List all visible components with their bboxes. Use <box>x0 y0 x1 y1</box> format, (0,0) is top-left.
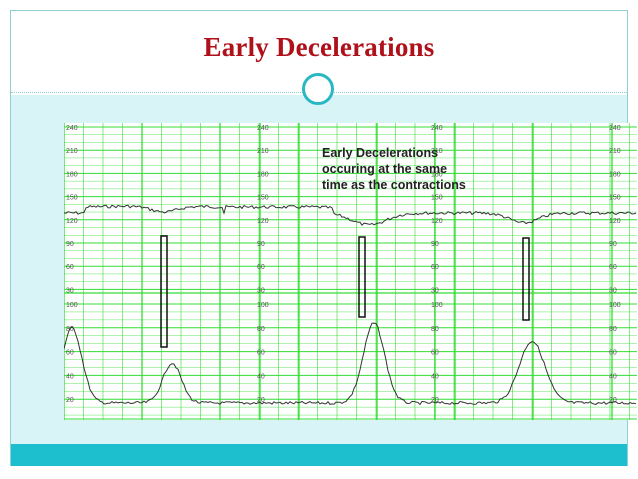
scale-label: 100 <box>609 302 621 309</box>
scale-label: 30 <box>431 287 439 294</box>
scale-label: 60 <box>257 350 265 357</box>
scale-label: 40 <box>609 373 617 380</box>
scale-label: 20 <box>609 397 617 404</box>
scale-label: 240 <box>66 125 78 132</box>
scale-label: 120 <box>257 218 269 225</box>
scale-label: 40 <box>431 373 439 380</box>
scale-label: 20 <box>431 397 439 404</box>
deceleration-markers <box>160 235 530 348</box>
scale-label: 60 <box>431 264 439 271</box>
strip-background <box>64 123 637 420</box>
scale-label: 210 <box>257 148 269 155</box>
fetal-monitor-strip: 240 210 180 150 120 90 60 30 100 80 60 40 20 240 210 18… <box>64 123 637 420</box>
scale-label: 120 <box>609 218 621 225</box>
circle-decoration <box>302 73 334 105</box>
scale-label: 180 <box>66 171 78 178</box>
scale-label: 20 <box>66 397 74 404</box>
scale-label: 60 <box>257 264 265 271</box>
scale-label: 60 <box>66 350 74 357</box>
scale-label: 100 <box>431 302 443 309</box>
scale-label: 240 <box>609 125 621 132</box>
scale-label: 40 <box>66 373 74 380</box>
scale-label: 150 <box>66 195 78 202</box>
scale-label: 240 <box>257 125 269 132</box>
scale-label: 180 <box>257 171 269 178</box>
scale-label: 100 <box>66 302 78 309</box>
scale-label: 80 <box>609 326 617 333</box>
slide-title: Early Decelerations <box>203 32 435 62</box>
deceleration-marker <box>358 236 366 318</box>
fhr-trace <box>64 204 637 226</box>
scale-label: 90 <box>257 241 265 248</box>
scale-label: 90 <box>609 241 617 248</box>
scale-label: 210 <box>609 148 621 155</box>
scale-label: 210 <box>66 148 78 155</box>
scale-label: 60 <box>609 350 617 357</box>
deceleration-marker <box>160 235 168 348</box>
scale-label: 180 <box>431 171 443 178</box>
bottom-bar <box>11 444 627 466</box>
scale-label: 240 <box>431 125 443 132</box>
scale-label: 90 <box>431 241 439 248</box>
scale-label: 20 <box>257 397 265 404</box>
strip-grid <box>64 123 637 420</box>
scale-label: 120 <box>431 218 443 225</box>
scale-label: 60 <box>431 350 439 357</box>
scale-label: 80 <box>431 326 439 333</box>
annotation-text: Early Decelerations occuring at the same… <box>322 146 466 192</box>
scale-label: 120 <box>66 218 78 225</box>
scale-label: 150 <box>431 195 443 202</box>
scale-label: 210 <box>431 148 443 155</box>
scale-label: 90 <box>66 241 74 248</box>
scale-label: 150 <box>257 195 269 202</box>
scale-labels: 240 210 180 150 120 90 60 30 100 80 60 40 20 240 210 18… <box>66 125 621 404</box>
scale-label: 150 <box>609 195 621 202</box>
scale-label: 30 <box>66 287 74 294</box>
scale-label: 80 <box>257 326 265 333</box>
scale-label: 60 <box>66 264 74 271</box>
deceleration-marker <box>522 237 530 321</box>
scale-label: 100 <box>257 302 269 309</box>
scale-label: 40 <box>257 373 265 380</box>
scale-label: 30 <box>609 287 617 294</box>
scale-label: 60 <box>609 264 617 271</box>
scale-label: 30 <box>257 287 265 294</box>
scale-label: 180 <box>609 171 621 178</box>
uc-trace <box>64 322 637 406</box>
